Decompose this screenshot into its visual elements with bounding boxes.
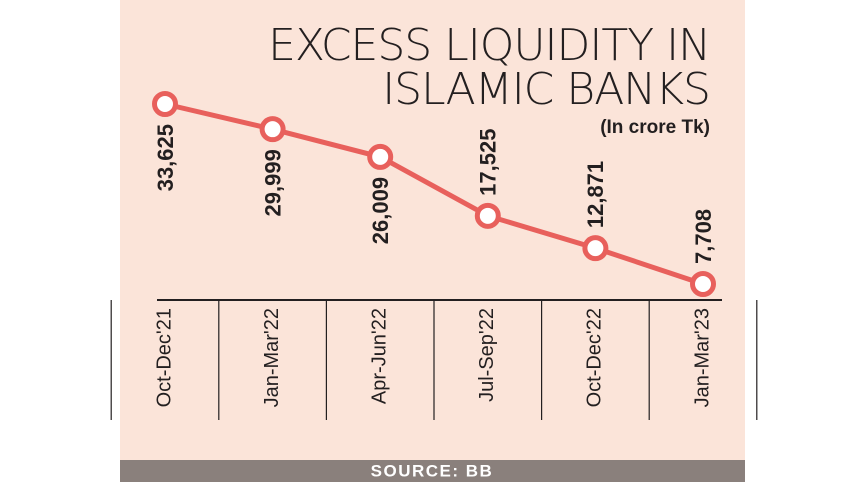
x-tick-label: Oct-Dec'21 <box>153 308 175 407</box>
marker <box>152 91 178 117</box>
value-label: 33,625 <box>153 124 178 191</box>
x-tick-label: Jul-Sep'22 <box>476 308 498 402</box>
x-tick-label: Oct-Dec'22 <box>584 308 606 407</box>
value-label: 12,871 <box>583 161 608 228</box>
marker <box>474 202 501 229</box>
x-tick-label: Apr-Jun'22 <box>368 308 390 404</box>
line <box>164 101 704 287</box>
value-label: 17,525 <box>476 129 501 196</box>
x-tick-label: Jan-Mar'23 <box>691 308 713 407</box>
value-label: 7,708 <box>691 209 716 264</box>
x-tick-label: Jan-Mar'22 <box>261 308 283 407</box>
source-bar <box>120 460 745 482</box>
source: SOURCE: BB <box>371 461 494 480</box>
panel <box>120 0 745 482</box>
chart-title: ISLAMIC BANKS <box>382 64 710 115</box>
value-label: 26,009 <box>368 177 393 244</box>
marker <box>582 235 609 262</box>
marker <box>259 116 286 143</box>
chart-title: EXCESS LIQUIDITY IN <box>268 20 710 71</box>
chart-subtitle: (In crore Tk) <box>600 117 710 138</box>
value-label: 29,999 <box>260 149 285 216</box>
marker <box>690 271 716 297</box>
marker <box>367 143 394 170</box>
